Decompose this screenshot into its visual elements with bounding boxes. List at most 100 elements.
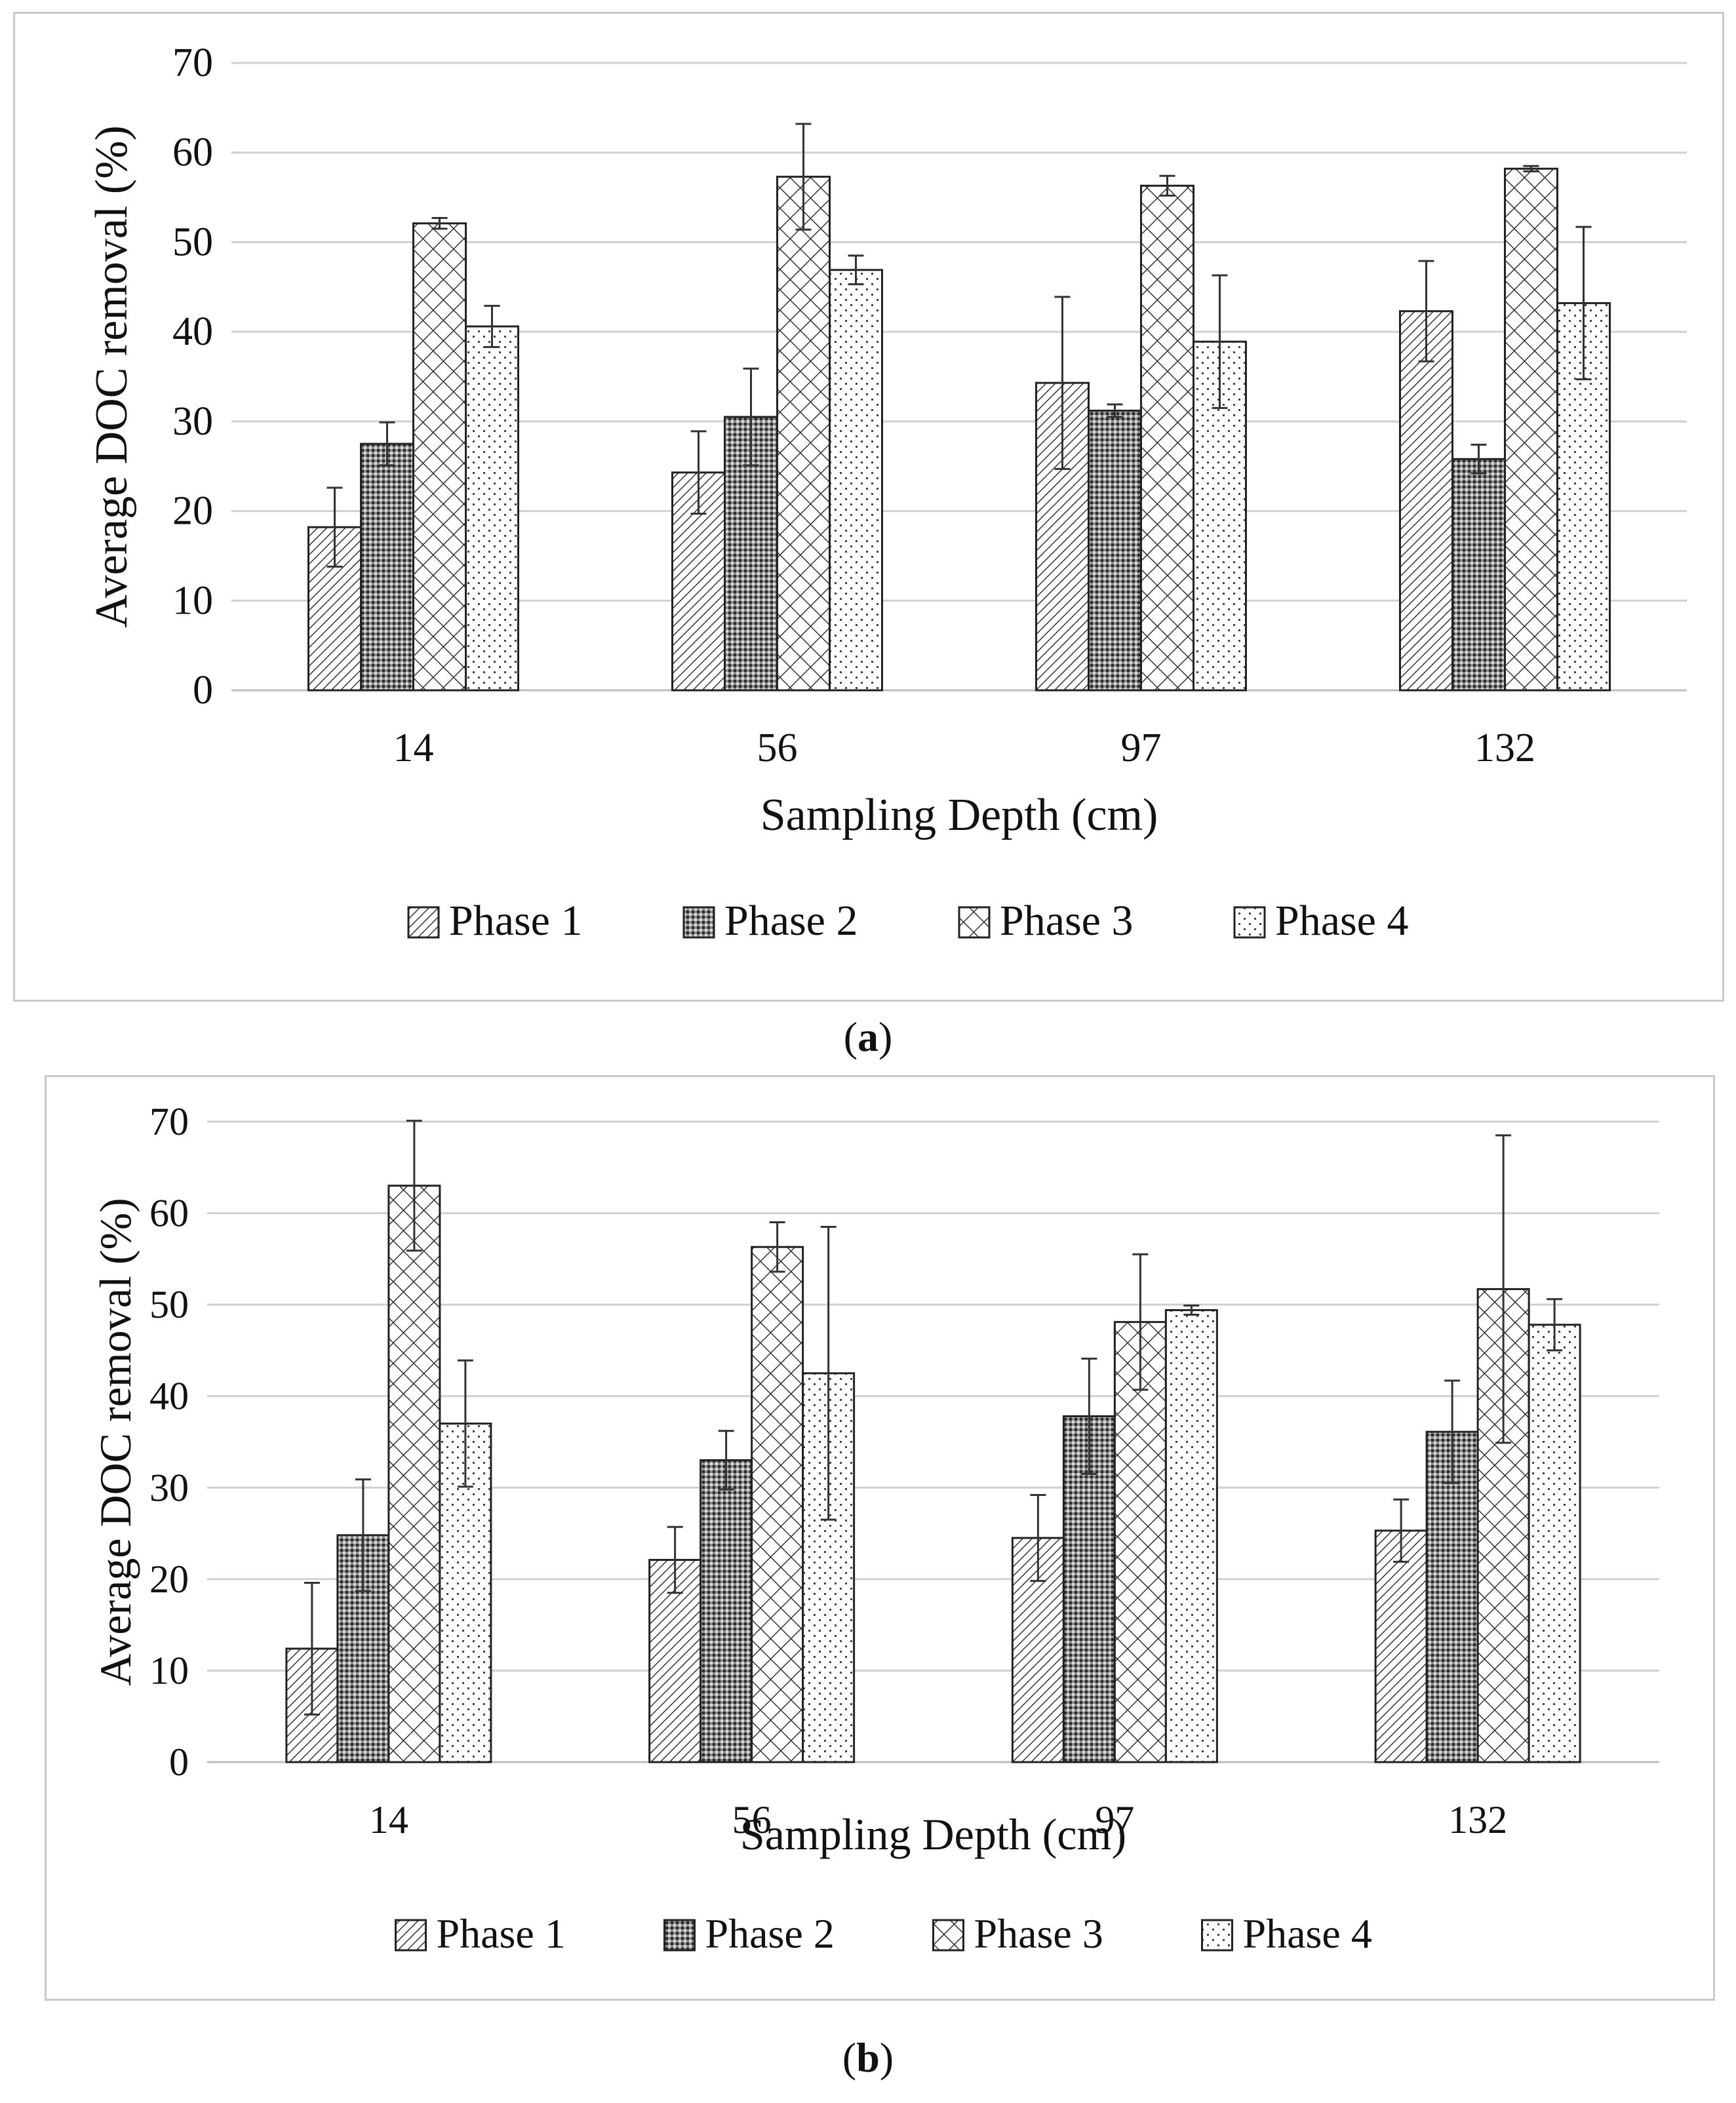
x-tick-label: 56 [757,726,798,770]
legend-label: Phase 3 [1000,897,1133,945]
y-tick-label: 0 [169,1740,189,1784]
legend-swatch [1233,906,1266,939]
error-bar [1495,1134,1512,1444]
error-bar [1183,1305,1200,1316]
y-tick-label: 50 [172,220,213,264]
chart-panel-b: 0 10 20 30 40 50 60 70 14 56 97 132 Sampling Depth (… [45,1075,1715,2001]
y-tick-label: 40 [149,1375,189,1418]
bar-phase-2-132 [1451,458,1506,692]
legend-item-phase-2: Phase 2 [682,897,858,945]
y-tick-label: 10 [172,578,213,623]
legend-swatch [958,906,991,939]
x-axis-title: Sampling Depth (cm) [740,1809,1126,1859]
y-tick-label: 70 [172,41,213,85]
error-bar [1159,174,1175,197]
x-tick-label: 132 [1448,1798,1507,1841]
bar-phase-3-97 [1140,184,1194,692]
error-bar [457,1359,473,1488]
legend-swatch [932,1919,964,1952]
error-bar [795,123,812,231]
x-tick-label: 14 [393,726,434,770]
error-bar [1418,260,1434,363]
x-tick-label: 14 [369,1798,408,1841]
legend-label: Phase 2 [724,897,858,945]
x-tick-label: 132 [1474,726,1535,770]
error-bar [1054,296,1071,470]
bar-chart-b: 0 10 20 30 40 50 60 70 14 56 97 132 Sampling Depth (… [90,1100,1659,1957]
legend-item-phase-1: Phase 1 [407,897,582,945]
bar-phase-4-14 [465,325,519,692]
y-tick-label: 70 [149,1100,189,1143]
y-axis-title: Average DOC removal (%) [90,1198,140,1686]
bar-phase-3-14 [412,222,467,692]
panel-caption-b: (b) [842,2034,894,2081]
error-bar [848,254,864,286]
error-bar [769,1221,785,1273]
error-bar [484,304,500,348]
bar-phase-3-56 [776,176,831,692]
error-bar [1107,403,1123,418]
bar-phase-3-132 [1504,167,1558,692]
error-bar [1132,1253,1149,1391]
error-bar [379,421,395,467]
legend-swatch [663,1919,696,1952]
legend-swatch [407,906,440,939]
error-bar [1547,1298,1563,1352]
legend-label: Phase 4 [1243,1910,1372,1957]
y-tick-label: 30 [149,1466,189,1509]
legend-item-phase-4: Phase 4 [1201,1910,1372,1957]
chart-panel-a: 0 10 20 30 40 50 60 70 14 56 97 132 Sampling Depth (… [13,12,1724,1002]
bar-phase-2-97 [1088,409,1142,692]
bar-phase-1-132 [1399,310,1453,692]
panel-caption-a: (a) [843,1013,893,1060]
bar-phase-3-14 [387,1185,441,1763]
legend-item-phase-4: Phase 4 [1233,897,1408,945]
bar-phase-2-14 [360,442,414,692]
error-bar [667,1525,683,1594]
y-axis-title: Average DOC removal (%) [87,125,137,627]
error-bar [1444,1379,1461,1484]
y-tick-label: 60 [149,1192,189,1235]
error-bar [406,1120,422,1252]
legend-label: Phase 4 [1275,897,1408,945]
error-bar [1470,443,1487,475]
bar-phase-4-97 [1164,1309,1218,1763]
y-tick-label: 20 [149,1558,189,1601]
legend-item-phase-3: Phase 3 [932,1910,1103,1957]
legend-swatch [395,1919,427,1952]
x-tick-label: 97 [1121,726,1162,770]
bar-phase-2-132 [1425,1430,1479,1763]
error-bar [1081,1357,1097,1475]
error-bar [690,430,707,515]
y-tick-label: 30 [172,399,213,444]
y-tick-label: 20 [172,489,213,534]
legend-swatch [1201,1919,1233,1952]
error-bar [326,486,343,568]
error-bar [743,367,759,467]
bar-phase-3-56 [751,1246,804,1763]
error-bar [820,1226,837,1521]
x-axis-title: Sampling Depth (cm) [760,790,1158,840]
error-bar [355,1478,371,1592]
error-bar [304,1581,320,1716]
y-tick-label: 50 [149,1283,189,1326]
error-bar [1212,274,1228,409]
y-tick-label: 10 [149,1649,189,1692]
x-tick-label: 56 [732,1798,772,1841]
legend-label: Phase 1 [437,1910,566,1957]
bar-phase-1-132 [1374,1529,1428,1763]
legend-item-phase-1: Phase 1 [395,1910,566,1957]
legend-label: Phase 1 [449,897,582,945]
error-bar [1575,226,1592,381]
bar-phase-4-56 [829,269,883,692]
x-tick-label: 97 [1095,1798,1134,1841]
error-bar [1030,1493,1046,1582]
legend-label: Phase 3 [974,1910,1103,1957]
error-bar [1393,1498,1410,1563]
y-tick-label: 0 [193,668,213,713]
legend-item-phase-3: Phase 3 [958,897,1133,945]
error-bar [1523,165,1539,172]
legend-item-phase-2: Phase 2 [663,1910,835,1957]
bar-phase-2-56 [700,1459,753,1763]
error-bar [431,217,448,230]
